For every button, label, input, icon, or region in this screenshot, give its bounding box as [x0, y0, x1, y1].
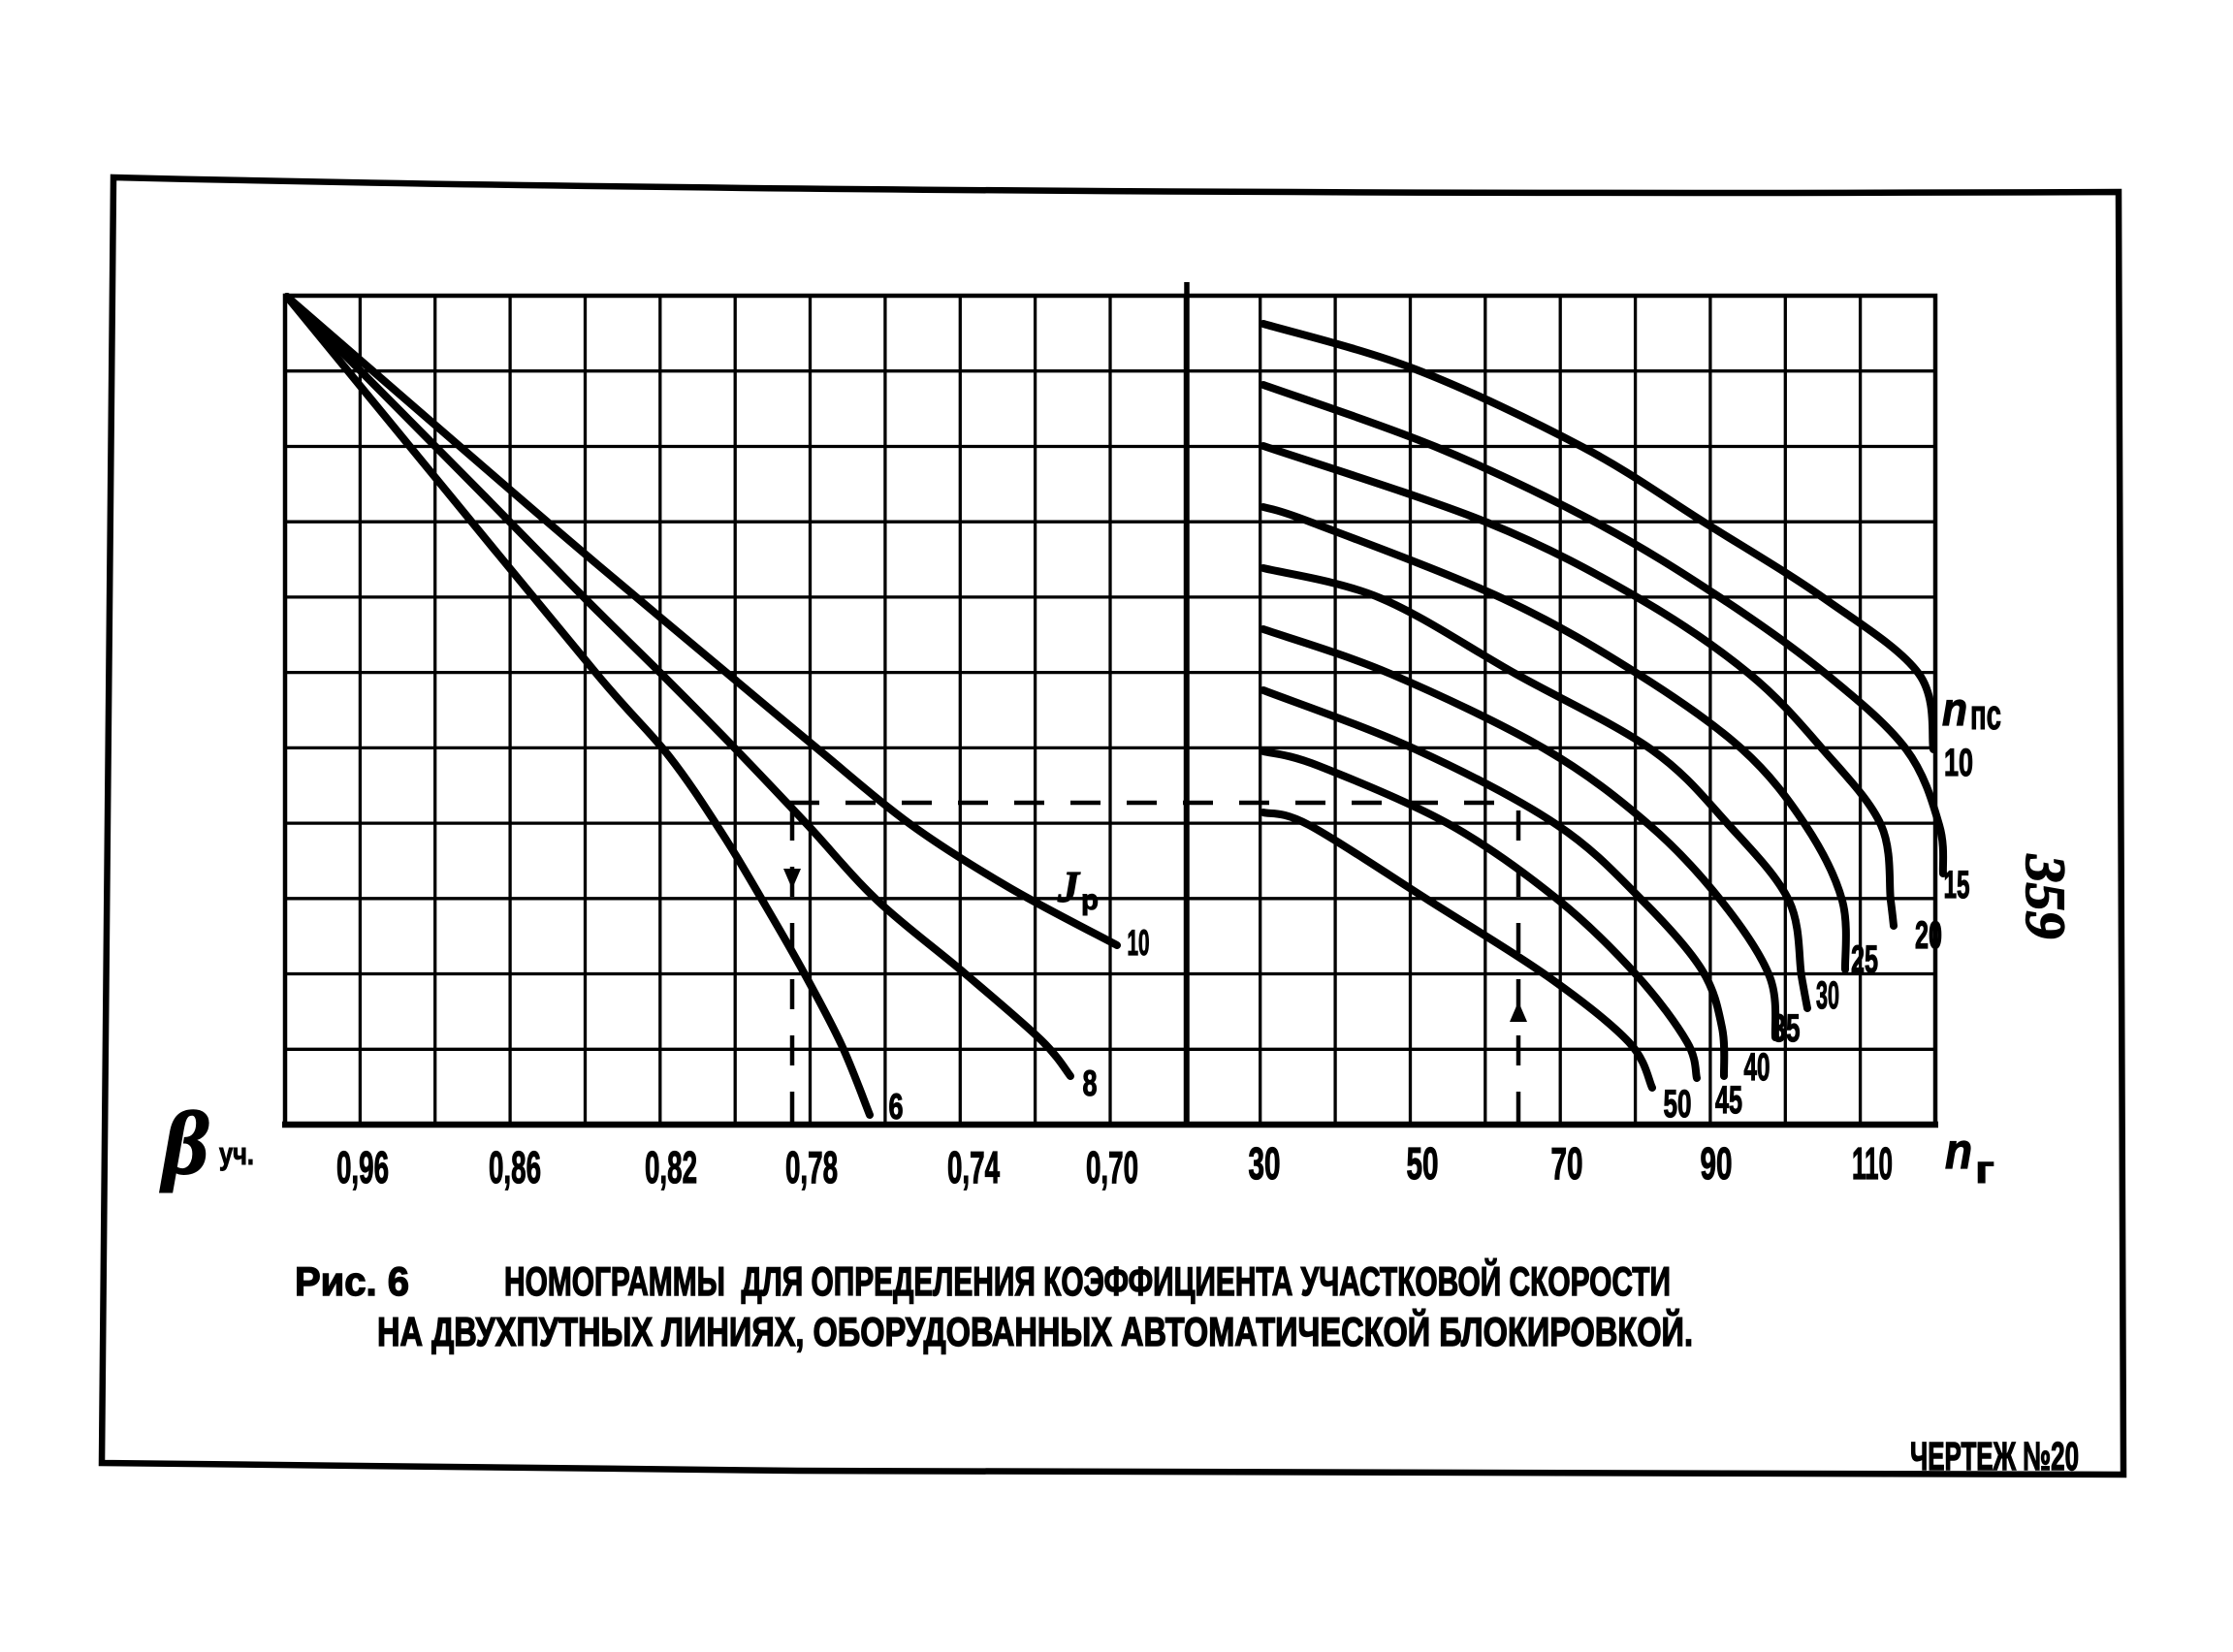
svg-text:β: β [160, 1094, 208, 1192]
svg-text:0,82: 0,82 [645, 1142, 697, 1192]
svg-text:ЧЕРТЕЖ №20: ЧЕРТЕЖ №20 [1910, 1434, 2079, 1478]
svg-text:J: J [1057, 862, 1081, 911]
svg-text:10: 10 [1128, 923, 1150, 963]
svg-text:30: 30 [1249, 1138, 1281, 1189]
svg-text:Рис. 6: Рис. 6 [295, 1258, 409, 1304]
svg-text:10: 10 [1944, 742, 1973, 784]
svg-text:0,74: 0,74 [947, 1142, 1000, 1192]
svg-text:50: 50 [1407, 1138, 1439, 1189]
svg-text:50: 50 [1664, 1083, 1692, 1126]
svg-text:пс: пс [1970, 691, 2001, 739]
svg-text:г: г [1975, 1149, 1994, 1191]
svg-text:уч.: уч. [219, 1136, 254, 1171]
svg-text:35: 35 [1772, 1007, 1801, 1050]
svg-text:70: 70 [1551, 1138, 1583, 1189]
svg-text:n: n [1942, 684, 1967, 736]
svg-text:8: 8 [1083, 1064, 1098, 1103]
svg-text:15: 15 [1944, 864, 1970, 906]
svg-text:0,86: 0,86 [489, 1142, 541, 1192]
svg-text:40: 40 [1744, 1046, 1770, 1089]
svg-text:0,70: 0,70 [1086, 1142, 1138, 1192]
svg-text:30: 30 [1816, 974, 1839, 1017]
svg-text:25: 25 [1851, 938, 1878, 981]
svg-text:р: р [1081, 884, 1099, 916]
svg-text:0,96: 0,96 [336, 1142, 389, 1192]
svg-text:90: 90 [1701, 1138, 1733, 1189]
svg-text:20: 20 [1915, 914, 1942, 957]
svg-text:n: n [1945, 1124, 1972, 1180]
svg-text:45: 45 [1715, 1079, 1742, 1122]
svg-text:359: 359 [2014, 854, 2077, 939]
svg-text:НА ДВУХПУТНЫХ ЛИНИЯХ, ОБОРУДОВ: НА ДВУХПУТНЫХ ЛИНИЯХ, ОБОРУДОВАННЫХ АВТО… [377, 1308, 1693, 1354]
svg-text:110: 110 [1852, 1138, 1893, 1189]
svg-text:6: 6 [889, 1087, 904, 1127]
svg-text:НОМОГРАММЫ ДЛЯ ОПРЕДЕЛЕНИЯ КО: НОМОГРАММЫ ДЛЯ ОПРЕДЕЛЕНИЯ КОЭФФИЦИЕНТА … [504, 1257, 1671, 1304]
svg-text:0,78: 0,78 [785, 1142, 838, 1192]
